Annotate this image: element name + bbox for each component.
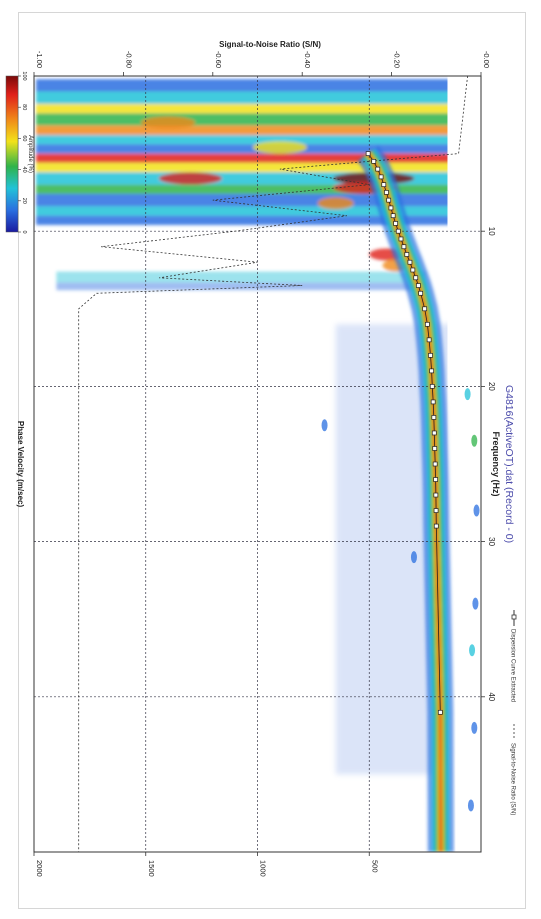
colorbar-tick-label: 0 bbox=[21, 230, 27, 233]
legend-snr: Signal-to-Noise Ratio (S/N) bbox=[510, 743, 516, 815]
dispersion-point bbox=[431, 415, 437, 420]
x-tick-label: 40 bbox=[487, 692, 496, 701]
dispersion-point bbox=[429, 368, 434, 374]
dispersion-point bbox=[381, 182, 387, 187]
heatmap-streak bbox=[36, 113, 479, 126]
x-tick-label: 20 bbox=[487, 382, 496, 391]
legend: Dispersion Curve Extracted Signal-to-Noi… bbox=[510, 610, 517, 815]
y-tick-label: 500 bbox=[370, 860, 379, 873]
dispersion-point bbox=[404, 252, 410, 257]
y2-tick-label: -0.40 bbox=[303, 51, 312, 68]
dispersion-point bbox=[429, 384, 435, 389]
colorbar-tick-label: 40 bbox=[21, 167, 27, 173]
y-axis-label: Phase Velocity (m/sec) bbox=[16, 421, 25, 508]
x-axis-label: Frequency (Hz) bbox=[491, 431, 501, 496]
dispersion-point bbox=[430, 399, 436, 405]
heatmap-streak bbox=[36, 162, 479, 173]
dispersion-point bbox=[425, 321, 430, 327]
dispersion-point bbox=[437, 709, 443, 715]
dispersion-point bbox=[365, 151, 371, 156]
heatmap-streak bbox=[56, 271, 426, 283]
heatmap-streak bbox=[36, 134, 479, 145]
colorbar-tick-label: 100 bbox=[21, 71, 27, 80]
y2-tick-label: -0.80 bbox=[124, 51, 133, 68]
dispersion-point bbox=[401, 244, 407, 250]
dispersion-point bbox=[431, 430, 437, 436]
dispersion-point bbox=[390, 213, 396, 219]
heatmap-blob bbox=[410, 551, 417, 564]
colorbar-tick-label: 20 bbox=[21, 198, 27, 204]
heatmap-hotspot bbox=[158, 172, 222, 185]
y2-tick-label: -1.00 bbox=[35, 51, 44, 68]
snr-curve bbox=[78, 76, 468, 852]
dispersion-point bbox=[375, 166, 381, 172]
dispersion-point bbox=[422, 306, 428, 312]
dispersion-point bbox=[407, 259, 413, 265]
dispersion-point bbox=[416, 283, 421, 288]
heatmap-blob bbox=[467, 799, 474, 812]
heatmap-hotspot bbox=[141, 116, 196, 129]
heatmap-streak bbox=[36, 153, 479, 163]
colorbar bbox=[5, 75, 19, 233]
y-tick-label: 1000 bbox=[259, 860, 268, 877]
y2-tick-label: -0.00 bbox=[482, 51, 491, 68]
dispersion-point bbox=[384, 190, 389, 195]
heatmap-blob bbox=[464, 388, 471, 401]
dispersion-point bbox=[398, 236, 404, 242]
heatmap-blob bbox=[473, 504, 480, 517]
y-tick-label: 2000 bbox=[35, 860, 44, 877]
dispersion-point bbox=[418, 290, 424, 296]
dispersion-point bbox=[410, 267, 416, 273]
colorbar-label: Amplitude (%) bbox=[27, 135, 33, 173]
y-tick-label: 1500 bbox=[147, 860, 156, 877]
dispersion-point bbox=[433, 508, 439, 513]
y2-axis-label: Signal-to-Noise Ratio (S/N) bbox=[219, 40, 321, 49]
dispersion-point bbox=[393, 221, 398, 226]
dispersion-point bbox=[432, 446, 438, 451]
heatmap-blob bbox=[321, 419, 328, 432]
dispersion-point bbox=[433, 523, 439, 529]
dispersion-point bbox=[395, 228, 401, 234]
axis-ticks: 10 20 30 40 2000 1500 1000 500 -1.00 -0.80 -0.60 -0… bbox=[33, 51, 496, 877]
dispersion-point bbox=[378, 174, 384, 180]
y2-tick-label: -0.20 bbox=[393, 51, 402, 68]
x-tick-label: 30 bbox=[487, 537, 496, 546]
heatmap-blob bbox=[469, 644, 476, 657]
dispersion-curve bbox=[365, 151, 443, 715]
dispersion-point bbox=[433, 492, 439, 498]
heatmap-hotspot bbox=[252, 141, 307, 154]
dispersion-point bbox=[428, 353, 433, 358]
heatmap-streak bbox=[56, 282, 426, 291]
snr-line bbox=[78, 76, 468, 852]
heatmap-streak bbox=[36, 125, 479, 135]
dispersion-point bbox=[386, 197, 392, 203]
dispersion-point bbox=[432, 461, 438, 467]
y2-tick-label: -0.60 bbox=[214, 51, 223, 68]
dispersion-point bbox=[371, 159, 377, 164]
dispersion-point bbox=[426, 337, 432, 343]
legend-dispersion: Dispersion Curve Extracted bbox=[510, 629, 516, 702]
colorbar-ticks: 0 20 40 60 80 100 bbox=[18, 71, 27, 234]
chart-title: G4816(ActiveOT).dat (Record - 0) bbox=[503, 385, 515, 543]
heatmap-streak bbox=[36, 206, 479, 216]
heatmap-hotspot bbox=[317, 197, 354, 210]
colorbar-tick-label: 80 bbox=[21, 104, 27, 110]
heatmap-blob bbox=[471, 721, 478, 734]
x-tick-label: 10 bbox=[487, 227, 496, 236]
dispersion-point bbox=[433, 477, 438, 482]
heatmap-blob bbox=[471, 434, 478, 447]
dispersion-point bbox=[413, 275, 419, 281]
colorbar-tick-label: 60 bbox=[21, 135, 27, 141]
heatmap-blob bbox=[472, 597, 479, 610]
grid-lines bbox=[34, 76, 481, 852]
dispersion-point bbox=[388, 205, 394, 211]
